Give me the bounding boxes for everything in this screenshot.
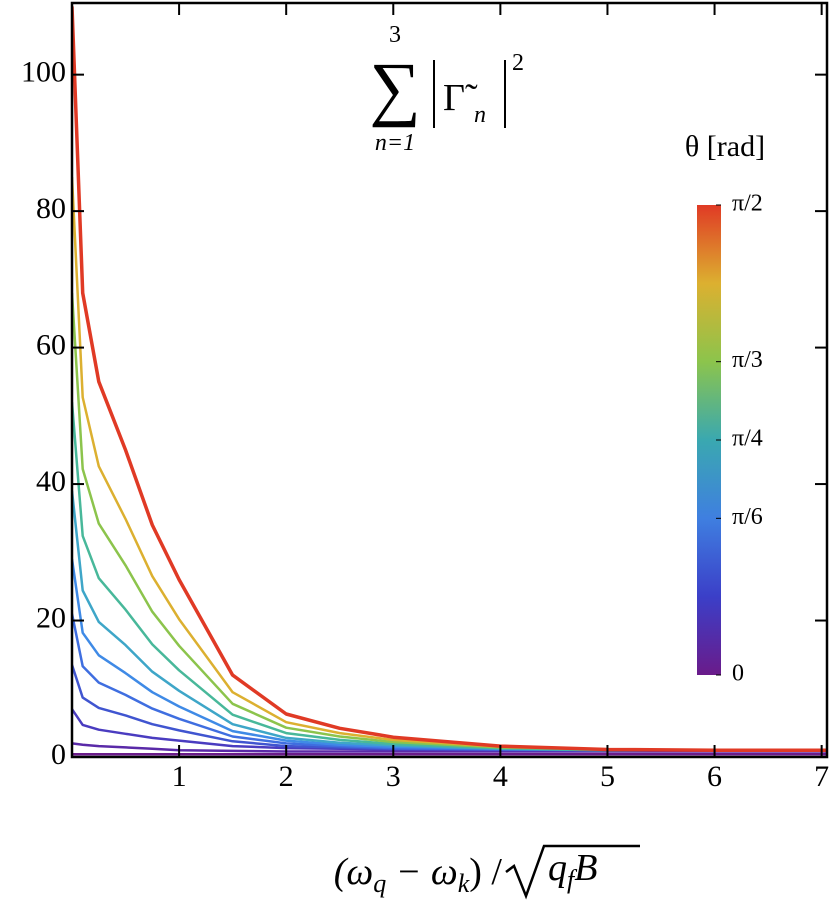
x-tick-label: 5 [600,760,615,793]
x-tick-label: 2 [279,760,294,793]
y-tick-label: 100 [21,56,66,89]
x-label-part: ) / [469,851,502,893]
x-label-left: (ωq − ωk) / [334,851,503,898]
title-lower: n=1 [375,130,415,156]
y-tick-label: 40 [36,465,66,498]
x-tick-label: 3 [386,760,401,793]
x-label-part: k [458,869,470,898]
y-tick-label: 80 [36,192,66,225]
x-label-part: B [574,847,597,889]
colorbar-tick-label: 0 [732,661,744,687]
x-tick-label: 6 [707,760,722,793]
title-upper: 3 [389,22,401,48]
plot-frame [70,1,829,759]
x-label-part: − ω [386,851,457,893]
x-tick-label: 1 [172,760,187,793]
colorbar-tick-label: π/2 [732,191,763,217]
x-label-part: q [548,847,567,889]
title-sum: ∑ [369,48,420,128]
x-label-part: q [373,869,386,898]
title-sup: 2 [512,50,524,76]
line [72,664,827,752]
x-tick-label: 7 [814,760,829,793]
line [72,6,827,752]
x-label: (ωq − ωk) / qfB [334,844,640,900]
sqrt-sign [505,844,640,900]
x-label-right: qfB [548,847,597,894]
title: ∑ 3 n=1 Γ̃ n 2 [369,22,524,156]
x-label-part: f [567,865,578,894]
y-tick-label: 60 [36,328,66,361]
title-sub: n [474,102,486,128]
colorbar-tick-label: π/4 [732,426,763,452]
y-tick-label: 20 [36,601,66,634]
y-tick-label: 0 [51,738,66,771]
x-label-part: (ω [334,851,373,893]
line [72,742,827,753]
colorbar-tick-label: π/3 [732,347,763,373]
colorbar-label: θ [rad] [685,130,765,163]
title-gamma: Γ̃ [443,77,478,119]
x-tick-label: 4 [493,760,508,793]
colorbar-tick-label: π/6 [732,504,763,530]
